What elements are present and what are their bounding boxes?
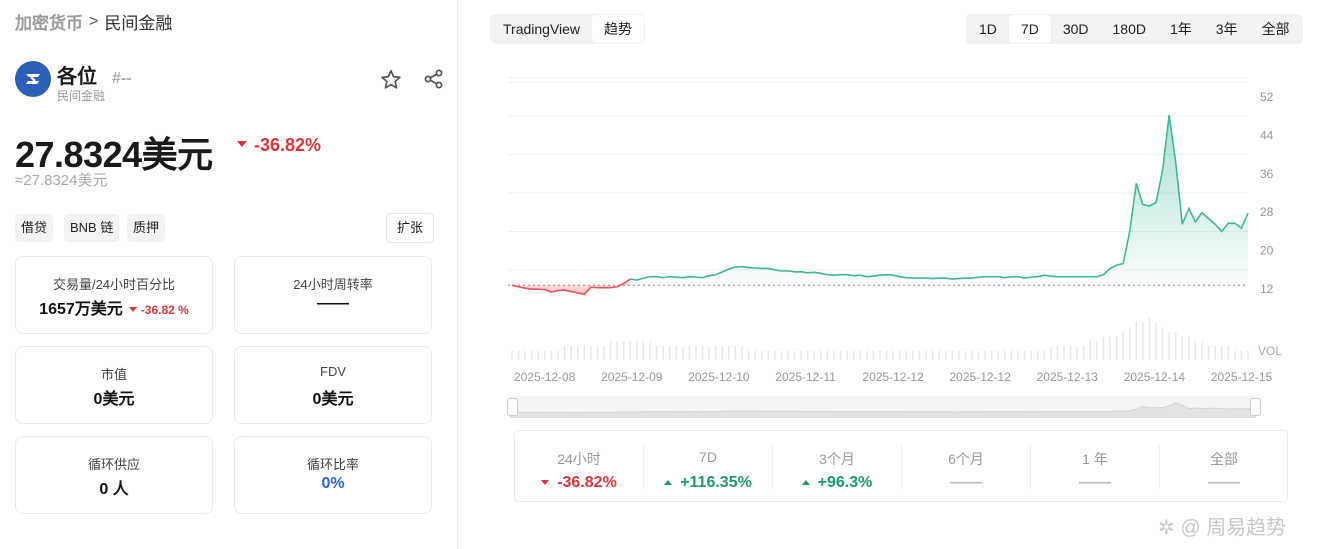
card-value: 0 人: [99, 481, 129, 498]
card-label: 市值: [100, 367, 127, 382]
stat-value: ——: [1079, 474, 1111, 491]
stat-label: 7D: [699, 449, 717, 465]
time-range-tabs: 1D 7D 30D 180D 1年 3年 全部: [966, 14, 1303, 44]
stat-6m: 6个月 ——: [902, 431, 1030, 501]
x-tick-label: 2025-12-12: [862, 370, 924, 384]
x-tick-label: 2025-12-12: [950, 370, 1012, 384]
favorite-star-icon[interactable]: [379, 68, 403, 92]
x-tick-label: 2025-12-11: [775, 370, 836, 384]
up-arrow-icon: [664, 480, 673, 486]
tab-trend[interactable]: 趋势: [592, 15, 645, 43]
breadcrumb-separator: >: [89, 12, 99, 30]
range-7d[interactable]: 7D: [1008, 15, 1051, 43]
range-1y[interactable]: 1年: [1169, 21, 1192, 37]
volume-value: 1657万美元: [39, 301, 123, 318]
coin-rank: #--: [112, 70, 132, 87]
y-tick-label: 12: [1260, 282, 1274, 296]
y-tick-label: 28: [1260, 205, 1274, 219]
x-tick-label: 2025-12-14: [1124, 370, 1186, 384]
coin-logo-icon: [15, 61, 51, 97]
performance-stats: 24小时 -36.82% 7D +116.35% 3个月 +96.3% 6个月 …: [514, 430, 1288, 502]
y-tick-label: 44: [1260, 128, 1274, 142]
stat-value: +116.35%: [644, 474, 772, 492]
tag-bnb-chain[interactable]: BNB 链: [64, 214, 120, 242]
stat-7d: 7D +116.35%: [644, 431, 772, 501]
price-approx: ≈27.8324美元: [15, 172, 108, 189]
share-icon[interactable]: [423, 68, 445, 90]
card-value: 0美元: [93, 391, 135, 408]
expand-button[interactable]: 扩张: [386, 213, 434, 243]
stat-label: 1 年: [1082, 451, 1108, 467]
current-price: 27.8324美元: [15, 134, 213, 175]
volume-axis-label: VOL: [1258, 344, 1282, 358]
tag-staking[interactable]: 质押: [127, 214, 166, 242]
coin-info-panel: 加密货币 > 民间金融 各位 民间金融 #-- 27.8324美元 -36.82…: [0, 0, 458, 549]
card-value: 1657万美元 -36.82 %: [16, 295, 212, 319]
volume-down-arrow-icon: [128, 307, 137, 313]
turnover-card: 24小时周转率 ——: [234, 256, 432, 334]
breadcrumb-current: 民间金融: [104, 14, 173, 33]
price-change-percent: -36.82%: [254, 135, 322, 155]
stat-1y: 1 年 ——: [1031, 431, 1159, 501]
card-value: 0美元: [312, 391, 354, 408]
card-label: 交易量/24小时百分比: [52, 277, 176, 292]
x-tick-label: 2025-12-08: [514, 370, 576, 384]
coin-subtitle: 民间金融: [57, 89, 106, 103]
stat-value: -36.82%: [515, 474, 643, 492]
coin-name: 各位: [57, 66, 97, 88]
fdv-card: FDV 0美元: [234, 346, 432, 424]
stat-3m: 3个月 +96.3%: [773, 431, 901, 501]
card-label: FDV: [320, 364, 346, 379]
card-value: ——: [317, 295, 349, 312]
range-3y[interactable]: 3年: [1215, 21, 1238, 37]
stat-all: 全部 ——: [1160, 431, 1288, 501]
breadcrumb: 加密货币 > 民间金融: [15, 9, 172, 34]
stat-label: 3个月: [819, 451, 855, 467]
down-arrow-icon: [541, 480, 550, 486]
tab-tradingview[interactable]: TradingView: [503, 21, 581, 37]
up-area: [630, 115, 1248, 286]
x-tick-label: 2025-12-10: [688, 370, 750, 384]
card-label: 循环比率: [306, 457, 359, 472]
volume-change: -36.82 %: [140, 303, 189, 317]
circulating-ratio-card: 循环比率 0%: [234, 436, 432, 514]
x-tick-label: 2025-12-13: [1037, 370, 1099, 384]
y-tick-label: 36: [1260, 167, 1274, 181]
navigator-right-handle[interactable]: [1250, 398, 1261, 416]
stat-value: ——: [1208, 474, 1240, 491]
price-down-arrow-icon: [237, 141, 247, 147]
card-label: 循环供应: [87, 457, 140, 472]
price-line-up: [630, 115, 1249, 281]
up-arrow-icon: [801, 480, 810, 486]
circulating-supply-card: 循环供应 0 人: [15, 436, 213, 514]
stat-label: 6个月: [948, 451, 984, 467]
range-30d[interactable]: 30D: [1062, 21, 1089, 37]
down-area: [512, 279, 631, 295]
price-chart[interactable]: 12 20 28 36 44 52 2025-12-08 2025-12-09 2025-12…: [508, 60, 1288, 390]
card-value: 0%: [321, 475, 345, 492]
card-label: 24小时周转率: [293, 277, 373, 292]
breadcrumb-home[interactable]: 加密货币: [15, 14, 83, 33]
stat-24h: 24小时 -36.82%: [515, 431, 643, 501]
chart-range-navigator[interactable]: [507, 396, 1261, 419]
x-tick-label: 2025-12-15: [1211, 370, 1273, 384]
stat-label: 全部: [1210, 451, 1238, 467]
stat-label: 24小时: [557, 451, 601, 467]
range-1d[interactable]: 1D: [979, 21, 997, 37]
navigator-preview: [509, 402, 1257, 419]
market-cap-card: 市值 0美元: [15, 346, 213, 424]
y-tick-label: 20: [1260, 244, 1274, 258]
navigator-left-handle[interactable]: [507, 398, 518, 416]
y-tick-label: 52: [1260, 90, 1274, 104]
stat-value: +96.3%: [773, 474, 901, 492]
range-180d[interactable]: 180D: [1112, 21, 1146, 37]
range-all[interactable]: 全部: [1261, 21, 1290, 37]
volume-card: 交易量/24小时百分比 1657万美元 -36.82 %: [15, 256, 213, 334]
x-tick-label: 2025-12-09: [601, 370, 663, 384]
tag-lending[interactable]: 借贷: [15, 214, 54, 242]
stat-value: ——: [950, 474, 982, 491]
price-line-down: [511, 278, 631, 296]
chart-type-tabs: TradingView 趋势: [490, 14, 646, 44]
watermark: ✲ @ 周易趋势: [1158, 517, 1287, 539]
